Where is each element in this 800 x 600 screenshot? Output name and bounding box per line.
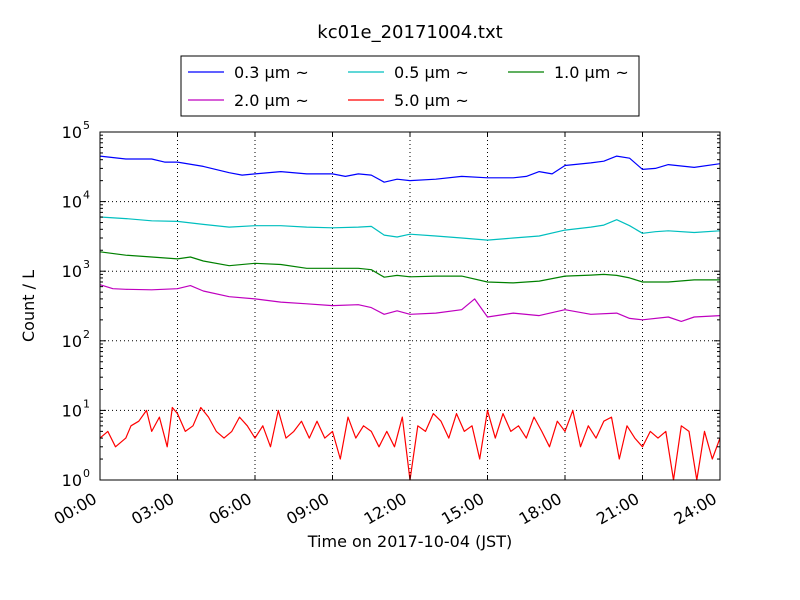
grid bbox=[100, 132, 720, 480]
y-axis-label: Count / L bbox=[19, 270, 38, 342]
x-tick-label: 03:00 bbox=[128, 489, 177, 529]
y-tick-label: 10 5 bbox=[62, 119, 90, 142]
y-tick-label: 10 4 bbox=[62, 189, 90, 212]
x-tick-label: 09:00 bbox=[283, 489, 332, 529]
series-line-0 bbox=[99, 155, 721, 183]
x-tick-label: 12:00 bbox=[361, 489, 410, 529]
x-tick-label: 21:00 bbox=[593, 489, 642, 529]
x-tick-label: 00:00 bbox=[51, 489, 100, 529]
y-tick-label: 10 3 bbox=[62, 258, 90, 281]
series-line-2 bbox=[99, 251, 720, 284]
y-tick-label-exponent: 2 bbox=[83, 328, 90, 341]
y-tick-label-base: 10 bbox=[62, 332, 82, 351]
axis-ticks bbox=[99, 131, 721, 481]
x-tick-label: 24:00 bbox=[671, 489, 720, 529]
chart-title: kc01e_20171004.txt bbox=[317, 22, 502, 43]
y-tick-label: 10 0 bbox=[62, 467, 90, 490]
x-tick-label: 15:00 bbox=[438, 489, 487, 529]
x-tick-labels: 00:00 03:00 06:00 09:00 12:00 15:00 18:00 21:00… bbox=[51, 489, 720, 529]
legend-label: 5.0 μm ~ bbox=[394, 91, 469, 110]
series-line-1 bbox=[99, 216, 721, 241]
y-tick-label-exponent: 0 bbox=[83, 467, 90, 480]
legend-label: 2.0 μm ~ bbox=[234, 91, 309, 110]
y-tick-label-base: 10 bbox=[62, 262, 82, 281]
legend-label: 0.5 μm ~ bbox=[394, 63, 469, 82]
y-tick-label-base: 10 bbox=[62, 123, 82, 142]
legend: 0.3 μm ~ 0.5 μm ~ 1.0 μm ~ 2.0 μm ~ 5.0 μm ~ bbox=[180, 55, 640, 117]
series-line-3 bbox=[99, 284, 721, 322]
series-line-4 bbox=[99, 406, 721, 481]
y-tick-label-exponent: 5 bbox=[83, 119, 90, 132]
x-tick-label: 06:00 bbox=[206, 489, 255, 529]
y-tick-label: 10 2 bbox=[62, 328, 90, 351]
series-group bbox=[99, 155, 721, 481]
y-tick-label: 10 1 bbox=[62, 397, 90, 420]
y-tick-label-exponent: 3 bbox=[83, 258, 90, 271]
y-tick-label-exponent: 4 bbox=[83, 189, 90, 202]
legend-label: 1.0 μm ~ bbox=[554, 63, 629, 82]
y-tick-label-exponent: 1 bbox=[83, 397, 90, 410]
y-tick-label-base: 10 bbox=[62, 401, 82, 420]
legend-box bbox=[180, 55, 640, 117]
y-tick-label-base: 10 bbox=[62, 193, 82, 212]
legend-label: 0.3 μm ~ bbox=[234, 63, 309, 82]
x-tick-label: 18:00 bbox=[516, 489, 565, 529]
y-tick-label-base: 10 bbox=[62, 471, 82, 490]
x-axis-label: Time on 2017-10-04 (JST) bbox=[307, 532, 512, 551]
